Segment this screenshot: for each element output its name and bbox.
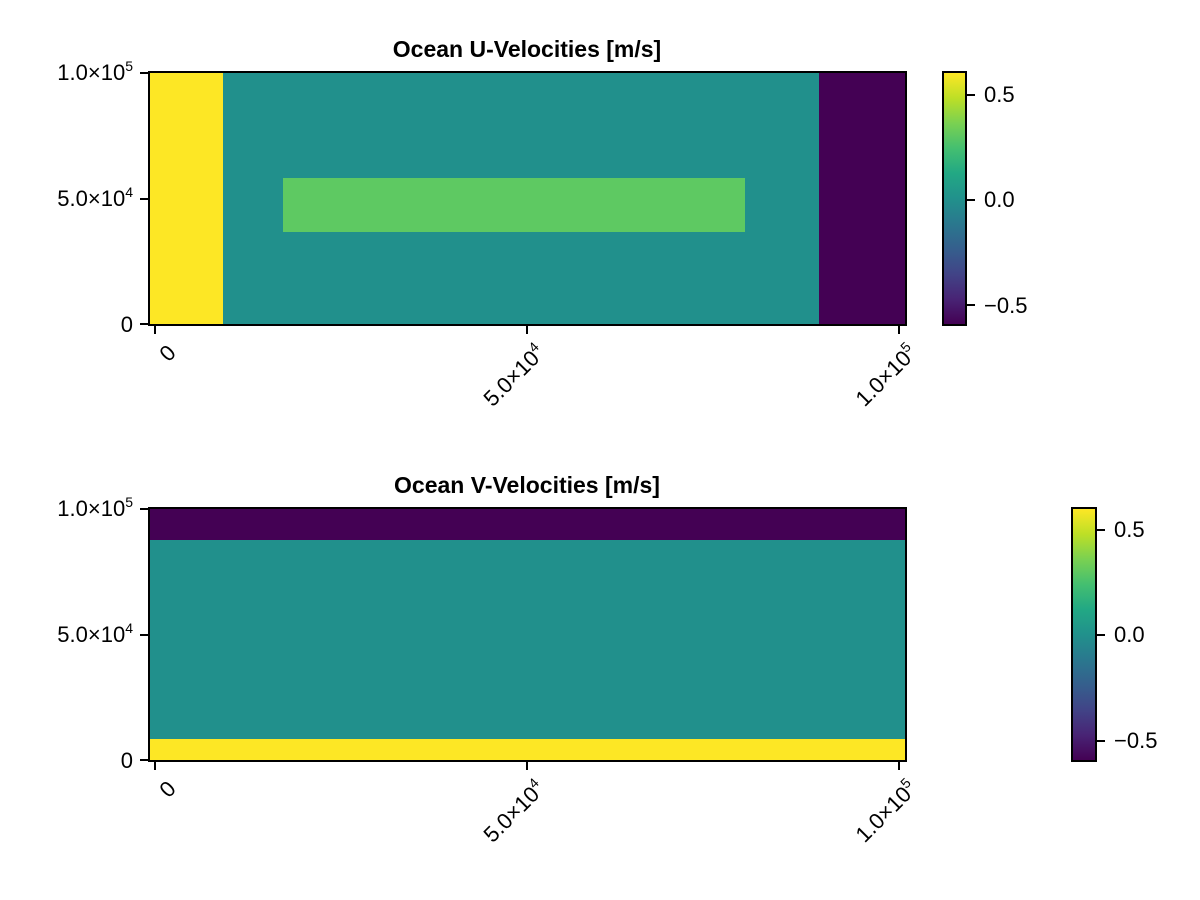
v-ytick-label-bot: 0 <box>120 748 133 773</box>
v-plot-title: Ocean V-Velocities [m/s] <box>394 472 660 498</box>
v-ytick-bot <box>140 759 148 761</box>
v-cbar-label-mid: 0.0 <box>1114 622 1145 647</box>
v-cbar-tick-bot <box>1097 740 1105 742</box>
v-heatmap <box>148 507 907 762</box>
v-cbar-tick-mid <box>1097 634 1105 636</box>
u-cbar-label-mid: 0.0 <box>984 187 1015 212</box>
v-xtick-right <box>898 762 900 770</box>
u-plot-title: Ocean U-Velocities [m/s] <box>392 36 662 62</box>
u-ytick-label-bot: 0 <box>120 312 133 337</box>
v-ytick-label-mid: 5.0×104 <box>57 620 133 647</box>
u-region-negative-east <box>819 73 905 324</box>
u-xtick-left <box>154 326 156 334</box>
v-cbar-label-top: 0.5 <box>1114 517 1145 542</box>
v-region-negative-north <box>150 509 905 540</box>
v-xtick-label-left: 0 <box>154 776 181 803</box>
v-colorbar <box>1071 507 1097 762</box>
v-xtick-mid <box>526 762 528 770</box>
u-ytick-top <box>140 72 148 74</box>
u-xtick-label-mid: 5.0×104 <box>478 338 545 412</box>
v-cbar-label-bot: −0.5 <box>1114 728 1158 753</box>
v-xtick-left <box>154 762 156 770</box>
u-xtick-right <box>898 326 900 334</box>
u-ytick-label-mid: 5.0×104 <box>57 184 133 211</box>
u-xtick-label-left: 0 <box>154 340 181 367</box>
u-ytick-label-top: 1.0×105 <box>57 58 133 85</box>
u-cbar-label-bot: −0.5 <box>984 293 1028 318</box>
u-cbar-label-top: 0.5 <box>984 82 1015 107</box>
v-xtick-label-right: 1.0×105 <box>850 774 917 848</box>
u-heatmap <box>148 71 907 326</box>
u-ytick-mid <box>140 198 148 200</box>
u-xtick-label-right: 1.0×105 <box>850 338 917 412</box>
v-region-positive-south <box>150 739 905 760</box>
u-colorbar <box>942 71 967 326</box>
v-region-zero <box>150 540 905 739</box>
u-cbar-tick-bot <box>967 304 975 306</box>
u-ytick-bot <box>140 323 148 325</box>
u-cbar-tick-top <box>967 94 975 96</box>
v-ytick-label-top: 1.0×105 <box>57 494 133 521</box>
v-ytick-top <box>140 508 148 510</box>
u-cbar-tick-mid <box>967 199 975 201</box>
u-region-jet <box>283 178 745 232</box>
u-region-positive-west <box>150 73 223 324</box>
v-xtick-label-mid: 5.0×104 <box>478 774 545 848</box>
v-ytick-mid <box>140 634 148 636</box>
v-cbar-tick-top <box>1097 529 1105 531</box>
u-xtick-mid <box>526 326 528 334</box>
